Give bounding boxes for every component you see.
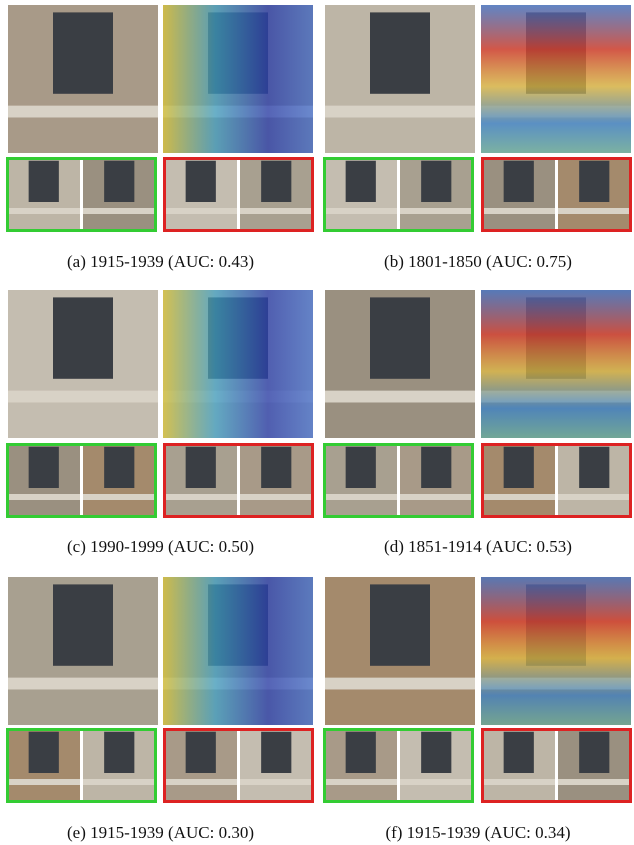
- caption: (d) 1851-1914 (AUC: 0.53): [384, 537, 572, 556]
- window: [28, 446, 59, 488]
- green-frame: [6, 443, 157, 518]
- heatmap: [481, 577, 631, 725]
- ledge: [556, 494, 632, 500]
- ledge: [8, 390, 158, 403]
- ledge: [556, 208, 632, 214]
- window: [345, 731, 376, 773]
- window: [104, 446, 135, 488]
- window: [104, 160, 135, 202]
- ledge: [163, 494, 239, 500]
- ledge: [163, 779, 239, 785]
- red-frame: [481, 157, 632, 232]
- window: [53, 297, 113, 379]
- ledge: [6, 494, 82, 500]
- window: [503, 160, 534, 202]
- window: [421, 446, 452, 488]
- window: [370, 584, 430, 666]
- ledge: [325, 390, 475, 403]
- red-frame: [481, 443, 632, 518]
- ledge: [238, 208, 314, 214]
- window: [261, 731, 292, 773]
- caption: (a) 1915-1939 (AUC: 0.43): [67, 252, 254, 271]
- ledge: [323, 494, 399, 500]
- ledge: [323, 208, 399, 214]
- green-frame: [6, 728, 157, 803]
- window: [185, 446, 216, 488]
- heatmap: [163, 577, 313, 725]
- window: [579, 731, 610, 773]
- window: [345, 446, 376, 488]
- ledge: [398, 779, 474, 785]
- ledge: [481, 779, 557, 785]
- ledge: [6, 779, 82, 785]
- ledge: [6, 208, 82, 214]
- ledge: [81, 779, 157, 785]
- heatmap: [481, 290, 631, 438]
- window: [579, 160, 610, 202]
- caption: (f) 1915-1939 (AUC: 0.34): [385, 823, 570, 842]
- ledge: [163, 208, 239, 214]
- caption: (c) 1990-1999 (AUC: 0.50): [67, 537, 254, 556]
- ledge: [325, 105, 475, 118]
- green-frame: [323, 728, 474, 803]
- window: [53, 584, 113, 666]
- window: [261, 446, 292, 488]
- window: [104, 731, 135, 773]
- ledge: [238, 494, 314, 500]
- red-frame: [163, 157, 314, 232]
- window: [185, 160, 216, 202]
- window: [579, 446, 610, 488]
- window: [185, 731, 216, 773]
- ledge: [481, 494, 557, 500]
- ledge: [481, 208, 557, 214]
- window: [261, 160, 292, 202]
- ledge: [398, 208, 474, 214]
- heatmap: [481, 5, 631, 153]
- ledge: [8, 105, 158, 118]
- window: [421, 731, 452, 773]
- red-frame: [163, 728, 314, 803]
- ledge: [325, 677, 475, 690]
- window: [28, 731, 59, 773]
- window: [53, 12, 113, 94]
- ledge: [238, 779, 314, 785]
- window: [370, 12, 430, 94]
- ledge: [8, 677, 158, 690]
- caption: (b) 1801-1850 (AUC: 0.75): [384, 252, 572, 271]
- window: [421, 160, 452, 202]
- caption: (e) 1915-1939 (AUC: 0.30): [67, 823, 254, 842]
- ledge: [81, 494, 157, 500]
- ledge: [323, 779, 399, 785]
- green-frame: [323, 157, 474, 232]
- red-frame: [163, 443, 314, 518]
- window: [503, 446, 534, 488]
- ledge: [556, 779, 632, 785]
- window: [28, 160, 59, 202]
- red-frame: [481, 728, 632, 803]
- ledge: [398, 494, 474, 500]
- green-frame: [323, 443, 474, 518]
- window: [345, 160, 376, 202]
- heatmap: [163, 5, 313, 153]
- ledge: [81, 208, 157, 214]
- window: [370, 297, 430, 379]
- window: [503, 731, 534, 773]
- heatmap: [163, 290, 313, 438]
- green-frame: [6, 157, 157, 232]
